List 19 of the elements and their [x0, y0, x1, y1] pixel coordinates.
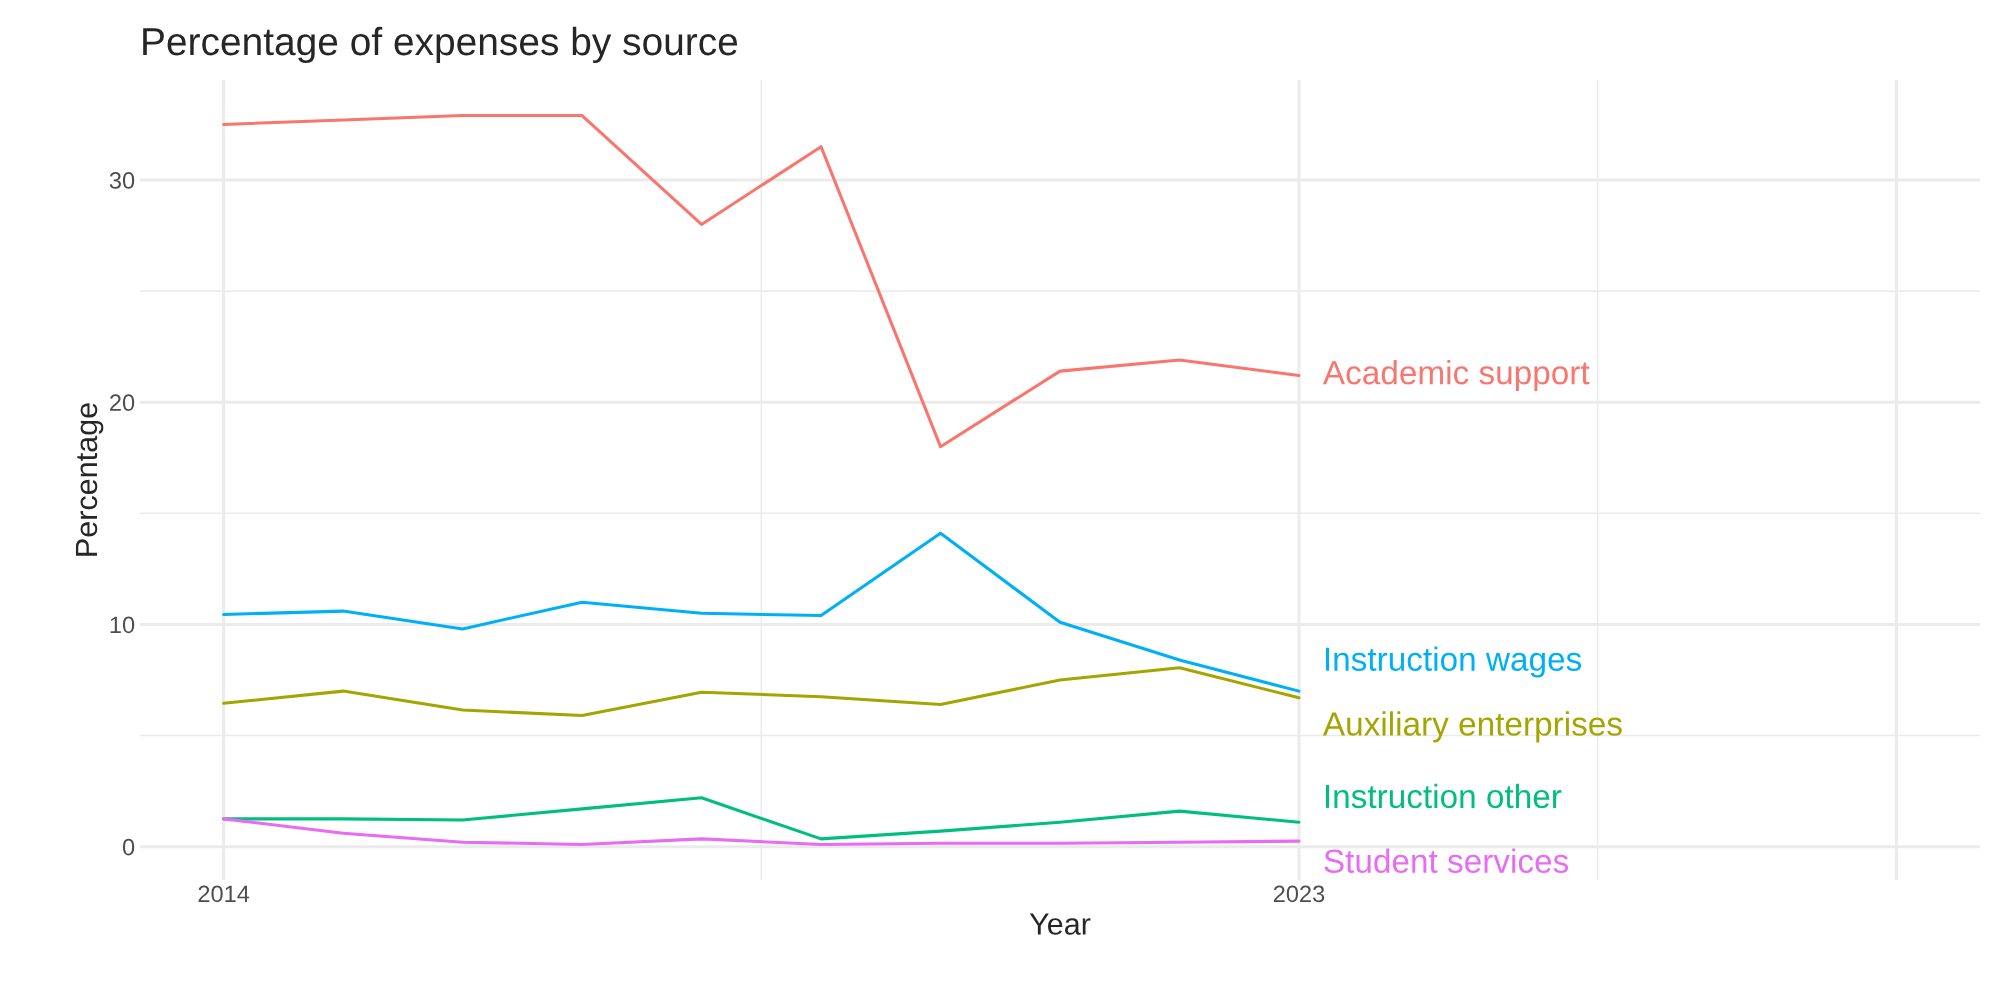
y-axis-title: Percentage — [75, 403, 104, 556]
series-label: Instruction other — [1325, 783, 1562, 809]
line-series — [222, 796, 1301, 841]
line-series — [222, 817, 1301, 846]
series-label: Academic support — [1322, 360, 1590, 392]
line-series — [222, 114, 1301, 449]
x-axis-title: Year — [1029, 913, 1091, 935]
x-tick-label: 2023 — [1273, 885, 1325, 903]
chart-title: Percentage of expenses by source — [143, 26, 738, 64]
y-tick-label: 20 — [110, 394, 135, 412]
y-tick-label: 0 — [122, 838, 135, 856]
series-label: Student services — [1324, 848, 1569, 874]
line-series — [222, 531, 1301, 693]
x-tick-label: 2014 — [198, 885, 250, 903]
y-tick-label: 30 — [109, 172, 135, 189]
y-tick-label: 10 — [110, 616, 135, 634]
series-label: Auxiliary enterprises — [1322, 711, 1622, 743]
line-series — [222, 666, 1301, 718]
series-label: Instruction wages — [1325, 646, 1582, 678]
